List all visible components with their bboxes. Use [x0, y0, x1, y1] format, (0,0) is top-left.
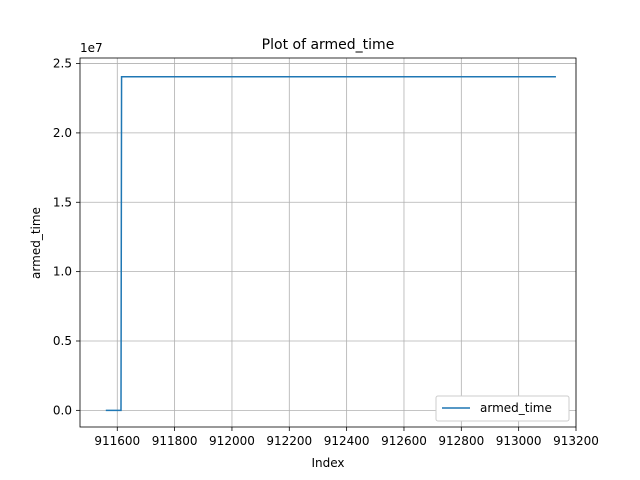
y-tick-label: 2.0: [53, 126, 72, 140]
legend-box: [435, 395, 570, 422]
y-tick-label: 1.5: [53, 195, 72, 209]
x-tick-label: 911600: [94, 434, 140, 448]
y-tick-label: 0.0: [53, 403, 72, 417]
y-tick-label: 1.0: [53, 265, 72, 279]
x-tick-label: 913000: [496, 434, 542, 448]
x-axis-label: Index: [311, 456, 344, 470]
y-tick-label: 2.5: [53, 57, 72, 71]
x-tick-label: 911800: [152, 434, 198, 448]
x-tick-label: 912400: [324, 434, 370, 448]
x-tick-label: 912600: [381, 434, 427, 448]
series-layer: [105, 75, 556, 412]
legend: armed_time: [435, 395, 570, 422]
plot-frame: [79, 57, 577, 428]
x-tick-label: 912800: [438, 434, 484, 448]
series-line-armed_time: [105, 75, 556, 412]
y-tick-label: 0.5: [53, 334, 72, 348]
y-axis: 0.0 0.5 1.0 1.5 2.0 2.5: [53, 57, 80, 417]
y-axis-label: armed_time: [29, 207, 43, 279]
x-tick-label: 913200: [553, 434, 599, 448]
grid-layer: [80, 58, 577, 427]
x-axis: 911600 911800 912000 912200 912400 912600 9128…: [94, 427, 599, 448]
chart-title: Plot of armed_time: [262, 37, 395, 53]
x-tick-label: 912200: [266, 434, 312, 448]
y-offset-label: 1e7: [80, 41, 103, 55]
x-tick-label: 912000: [209, 434, 255, 448]
legend-label: armed_time: [480, 401, 552, 415]
